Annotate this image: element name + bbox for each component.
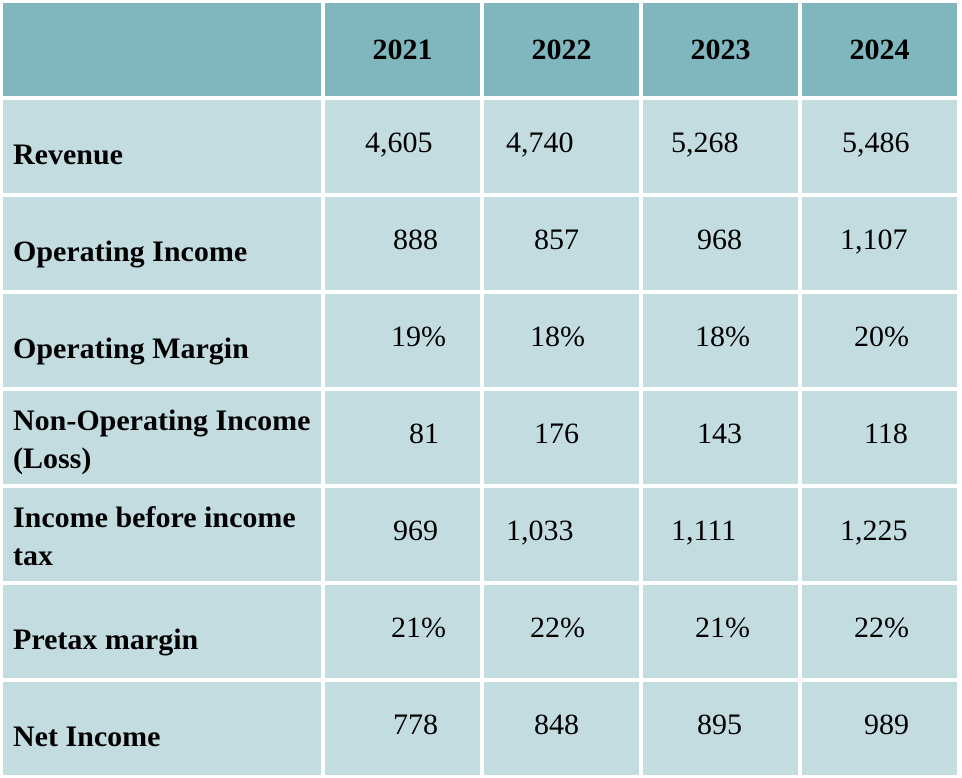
pretax-margin-2021: 21% [325, 585, 480, 678]
cell-value: 857 [534, 223, 579, 256]
revenue-2022: 4,740 [484, 100, 639, 193]
year-header-2023: 2023 [643, 3, 798, 96]
cell-value: 21% [391, 611, 446, 644]
income-before-tax-2023: 1,111 [643, 488, 798, 581]
cell-value: 19% [391, 320, 446, 353]
year-header-2021: 2021 [325, 3, 480, 96]
row-label-pretax-margin: Pretax margin [3, 585, 321, 678]
cell-value: 118 [864, 417, 908, 450]
row-label-net-income: Net Income [3, 682, 321, 775]
operating-income-2022: 857 [484, 197, 639, 290]
operating-margin-2024: 20% [802, 294, 957, 387]
operating-income-2023: 968 [643, 197, 798, 290]
income-before-tax-2022: 1,033 [484, 488, 639, 581]
cell-value: 18% [695, 320, 750, 353]
cell-value: 18% [530, 320, 585, 353]
net-income-2024: 989 [802, 682, 957, 775]
row-label-operating-income: Operating Income [3, 197, 321, 290]
cell-value: 22% [530, 611, 585, 644]
net-income-2021: 778 [325, 682, 480, 775]
row-label-revenue: Revenue [3, 100, 321, 193]
operating-margin-2022: 18% [484, 294, 639, 387]
income-before-tax-2024: 1,225 [802, 488, 957, 581]
cell-value: 1,107 [840, 223, 908, 256]
operating-income-2021: 888 [325, 197, 480, 290]
pretax-margin-2022: 22% [484, 585, 639, 678]
revenue-2021: 4,605 [325, 100, 480, 193]
cell-value: 989 [864, 708, 909, 741]
revenue-2023: 5,268 [643, 100, 798, 193]
cell-value: 22% [854, 611, 909, 644]
cell-value: 848 [534, 708, 579, 741]
cell-value: 5,486 [842, 126, 910, 159]
cell-value: 1,225 [840, 514, 908, 547]
cell-value: 1,033 [506, 514, 574, 547]
cell-value: 143 [697, 417, 742, 450]
cell-value: 4,740 [506, 126, 574, 159]
pretax-margin-2024: 22% [802, 585, 957, 678]
cell-value: 81 [409, 417, 439, 450]
year-header-2024: 2024 [802, 3, 957, 96]
non-operating-income-2022: 176 [484, 391, 639, 484]
row-label-income-before-tax: Income before income tax [3, 488, 321, 581]
cell-value: 21% [695, 611, 750, 644]
net-income-2023: 895 [643, 682, 798, 775]
pretax-margin-2023: 21% [643, 585, 798, 678]
cell-value: 20% [854, 320, 909, 353]
cell-value: 969 [393, 514, 438, 547]
financial-table: 2021 2022 2023 2024 Revenue 4,605 4,740 … [3, 3, 959, 775]
cell-value: 968 [697, 223, 742, 256]
header-corner-cell [3, 3, 321, 96]
cell-value: 778 [393, 708, 438, 741]
operating-margin-2021: 19% [325, 294, 480, 387]
cell-value: 5,268 [671, 126, 739, 159]
non-operating-income-2024: 118 [802, 391, 957, 484]
net-income-2022: 848 [484, 682, 639, 775]
operating-income-2024: 1,107 [802, 197, 957, 290]
cell-value: 895 [697, 708, 742, 741]
row-label-operating-margin: Operating Margin [3, 294, 321, 387]
year-header-2022: 2022 [484, 3, 639, 96]
row-label-non-operating-income: Non-Operating Income (Loss) [3, 391, 321, 484]
revenue-2024: 5,486 [802, 100, 957, 193]
operating-margin-2023: 18% [643, 294, 798, 387]
cell-value: 1,111 [671, 514, 737, 547]
cell-value: 4,605 [365, 126, 433, 159]
cell-value: 888 [393, 223, 438, 256]
non-operating-income-2023: 143 [643, 391, 798, 484]
non-operating-income-2021: 81 [325, 391, 480, 484]
cell-value: 176 [534, 417, 579, 450]
income-before-tax-2021: 969 [325, 488, 480, 581]
